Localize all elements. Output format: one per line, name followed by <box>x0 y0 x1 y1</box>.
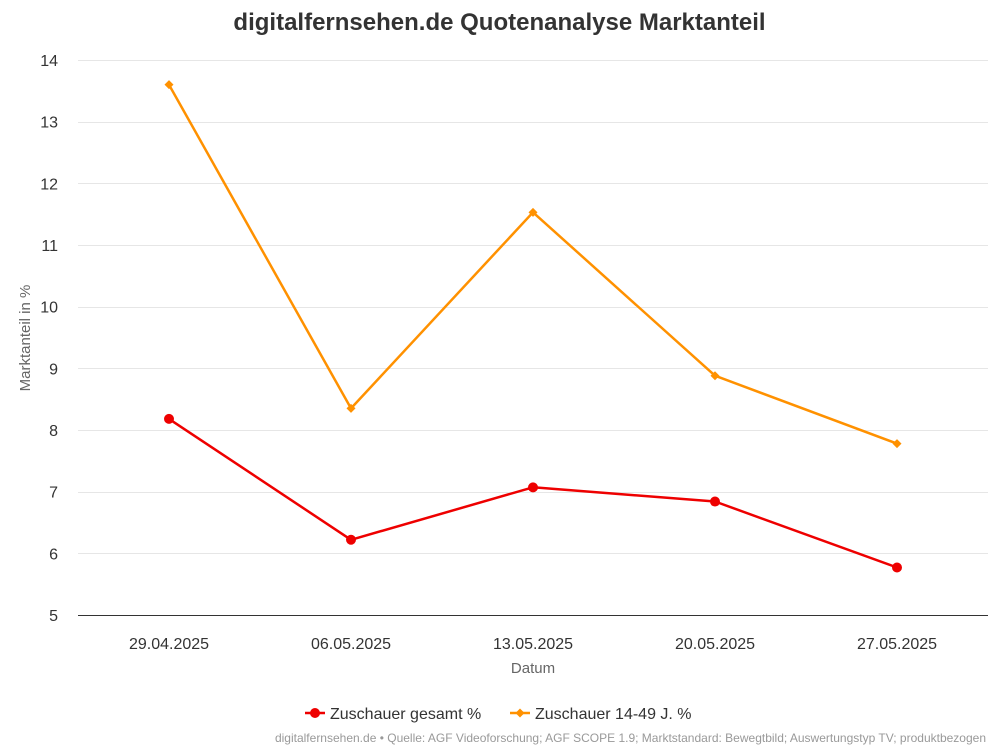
data-point <box>346 403 356 413</box>
y-tick-label: 7 <box>49 485 58 502</box>
series-line <box>167 84 898 445</box>
x-tick-label: 13.05.2025 <box>493 636 573 653</box>
legend-label: Zuschauer gesamt % <box>330 706 481 723</box>
y-tick-label: 8 <box>49 423 58 440</box>
x-tick-label: 27.05.2025 <box>857 636 937 653</box>
x-tick-label: 29.04.2025 <box>129 636 209 653</box>
legend-label: Zuschauer 14-49 J. % <box>535 706 692 723</box>
data-point <box>164 80 174 90</box>
x-tick-label: 06.05.2025 <box>311 636 391 653</box>
legend: Zuschauer gesamt % Zuschauer 14-49 J. % <box>305 706 692 723</box>
series-lines <box>164 80 902 573</box>
y-tick-label: 13 <box>40 115 58 132</box>
grid-lines <box>78 60 988 554</box>
data-point <box>892 562 902 573</box>
data-point <box>528 482 538 493</box>
legend-swatch-marker <box>310 708 320 718</box>
series-line <box>168 417 898 569</box>
data-point <box>710 371 720 381</box>
x-axis-ticks: 29.04.2025 06.05.2025 13.05.2025 20.05.2025… <box>129 636 937 653</box>
chart-title: digitalfernsehen.de Quotenanalyse Markta… <box>233 9 765 36</box>
data-point <box>710 496 720 507</box>
y-tick-label: 12 <box>40 176 58 193</box>
y-axis-title: Marktanteil in % <box>17 285 34 392</box>
data-point <box>528 207 538 217</box>
y-tick-label: 6 <box>49 546 58 563</box>
x-axis-title: Datum <box>511 660 555 677</box>
y-tick-label: 14 <box>40 53 58 70</box>
source-credit: digitalfernsehen.de • Quelle: AGF Videof… <box>275 731 986 745</box>
series-2 <box>164 80 902 449</box>
y-tick-label: 11 <box>41 238 58 255</box>
legend-item[interactable]: Zuschauer 14-49 J. % <box>510 706 692 723</box>
data-point <box>892 439 902 449</box>
legend-swatch-marker <box>515 708 525 718</box>
y-axis-ticks: 5 6 7 8 9 10 11 12 13 14 <box>40 53 58 625</box>
y-tick-label: 10 <box>40 300 58 317</box>
y-tick-label: 5 <box>49 608 58 625</box>
legend-item[interactable]: Zuschauer gesamt % <box>305 706 481 723</box>
y-tick-label: 9 <box>49 361 58 378</box>
series-1 <box>164 413 902 573</box>
x-tick-label: 20.05.2025 <box>675 636 755 653</box>
data-point <box>346 534 356 545</box>
data-point <box>164 413 174 424</box>
